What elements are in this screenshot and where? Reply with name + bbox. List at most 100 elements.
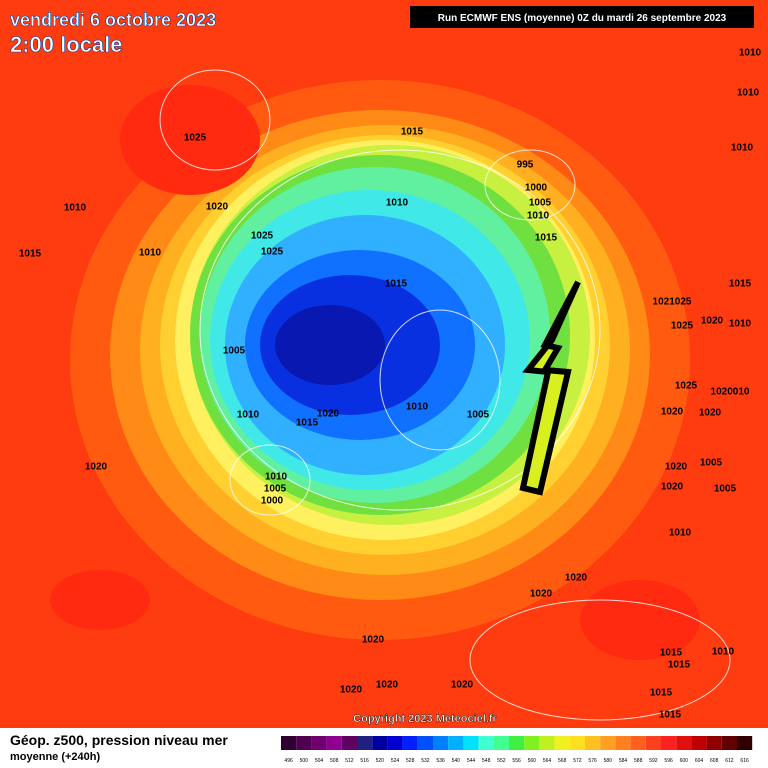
colorbar-swatch	[645, 736, 661, 750]
colorbar-swatch	[721, 736, 737, 750]
isobar-label: 1020	[661, 482, 684, 493]
isobar-label: 1010	[527, 211, 550, 222]
colorbar-label: 528	[406, 758, 415, 764]
colorbar-swatch	[706, 736, 722, 750]
isobar-label: 1010	[737, 88, 760, 99]
colorbar-label: 516	[360, 758, 369, 764]
colorbar-label: 604	[695, 758, 704, 764]
isobar-label: 1010	[386, 198, 409, 209]
colorbar-swatch	[296, 736, 312, 750]
isobar-label: 1010	[731, 143, 754, 154]
isobar-label: 1005	[714, 484, 737, 495]
isobar-label: 1020	[340, 685, 363, 696]
isobar-label: 1015	[401, 127, 424, 138]
colorbar-swatch	[478, 736, 494, 750]
footer-subtitle: moyenne (+240h)	[10, 751, 101, 763]
isobar-label: 1020	[451, 680, 474, 691]
colorbar-label: 512	[345, 758, 354, 764]
colorbar-swatch	[387, 736, 403, 750]
colorbar-swatch	[661, 736, 677, 750]
isobar-label: 1020	[317, 409, 340, 420]
colorbar-label: 564	[543, 758, 552, 764]
colorbar-swatch	[524, 736, 540, 750]
isobar-label: 1000	[261, 496, 284, 507]
isobar-label: 1010	[406, 402, 429, 413]
colorbar-swatch	[372, 736, 388, 750]
isobar-label: 1005	[700, 458, 723, 469]
colorbar-label: 552	[497, 758, 506, 764]
isobar-label: 1010	[265, 472, 288, 483]
isobar-label: 1010	[739, 48, 762, 59]
isobar-label: 1005	[264, 484, 287, 495]
colorbar-label: 576	[588, 758, 597, 764]
colorbar-swatch	[630, 736, 646, 750]
colorbar-label: 588	[634, 758, 643, 764]
colorbar-swatch	[448, 736, 464, 750]
colorbar-label: 596	[664, 758, 673, 764]
isobar-label: 1020010	[711, 387, 750, 398]
colorbar-label: 572	[573, 758, 582, 764]
isobar-label: 1015	[385, 279, 408, 290]
colorbar-swatch	[326, 736, 342, 750]
colorbar-label: 536	[436, 758, 445, 764]
colorbar-swatch	[569, 736, 585, 750]
colorbar-label: 608	[710, 758, 719, 764]
isobar-label: 1010	[139, 248, 162, 259]
isobar-label: 1025	[251, 231, 274, 242]
colorbar-label: 560	[528, 758, 537, 764]
colorbar: 496 500 504 508 512 516 520 524 528 532 536 540 544 5…	[281, 736, 753, 764]
isobar-label: 1025	[675, 381, 698, 392]
colorbar-swatch	[539, 736, 555, 750]
colorbar-swatch	[433, 736, 449, 750]
colorbar-swatch	[417, 736, 433, 750]
isobar-label: 1005	[223, 346, 246, 357]
isobar-labels: 1010101010101025101599510001005101010151…	[19, 48, 762, 721]
isobar-label: 1020	[85, 462, 108, 473]
colorbar-swatch	[600, 736, 616, 750]
colorbar-label: 524	[391, 758, 400, 764]
colorbar-label: 508	[330, 758, 339, 764]
colorbar-swatch	[585, 736, 601, 750]
isobar-label: 1015	[668, 660, 691, 671]
colorbar-label: 584	[619, 758, 628, 764]
isobar-label: 1010	[64, 203, 87, 214]
isobar-label: 1025	[671, 321, 694, 332]
isobar-label: 1015	[535, 233, 558, 244]
isobar-label: 1020	[206, 202, 229, 213]
isobar-label: 1010	[729, 319, 752, 330]
isobar-label: 1020	[362, 635, 385, 646]
isobar-label: 1020	[661, 407, 684, 418]
colorbar-swatch	[402, 736, 418, 750]
isobar-label: 1015	[296, 418, 319, 429]
colorbar-swatch	[463, 736, 479, 750]
colorbar-label: 548	[482, 758, 491, 764]
colorbar-swatch	[311, 736, 327, 750]
time: 2:00 locale	[10, 32, 123, 57]
isobar-label: 1020	[376, 680, 399, 691]
colorbar-label: 540	[452, 758, 461, 764]
isobar-label: 1020	[701, 316, 724, 327]
colorbar-label: 496	[284, 758, 293, 764]
colorbar-swatch	[493, 736, 509, 750]
colorbar-label: 592	[649, 758, 658, 764]
colorbar-label: 504	[315, 758, 324, 764]
date: vendredi 6 octobre 2023	[10, 10, 216, 30]
isobar-label: 1015	[19, 249, 42, 260]
colorbar-swatch	[341, 736, 357, 750]
run-info: Run ECMWF ENS (moyenne) 0Z du mardi 26 s…	[438, 13, 727, 24]
isobar-label: 1000	[525, 183, 548, 194]
copyright: Copyright 2023 Meteociel.fr	[353, 713, 497, 725]
colorbar-label: 568	[558, 758, 567, 764]
colorbar-label: 556	[512, 758, 521, 764]
field	[0, 0, 768, 728]
colorbar-label: 500	[300, 758, 309, 764]
isobar-label: 1015	[650, 688, 673, 699]
colorbar-label: 616	[740, 758, 749, 764]
isobar-label: 1025	[261, 247, 284, 258]
isobar-label: 1005	[467, 410, 490, 421]
colorbar-swatch	[691, 736, 707, 750]
isobar-label: 995	[517, 160, 534, 171]
isobar-label: 1025	[184, 133, 207, 144]
isobar-label: 1015	[659, 710, 682, 721]
